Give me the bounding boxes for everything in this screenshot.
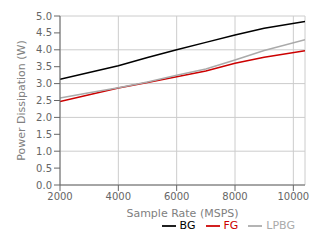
svg-text:4000: 4000 [106, 191, 131, 202]
svg-text:0.0: 0.0 [36, 180, 52, 191]
svg-text:2.5: 2.5 [36, 95, 52, 106]
html-text:BG: BG [179, 219, 196, 232]
html-text:FG: FG [223, 219, 239, 232]
svg-text:0.5: 0.5 [36, 163, 52, 174]
svg-text:5.0: 5.0 [36, 11, 52, 22]
svg-text:1.0: 1.0 [36, 146, 52, 157]
svg-text:3.0: 3.0 [36, 78, 52, 89]
svg-text:1.5: 1.5 [36, 129, 52, 140]
svg-text:8000: 8000 [222, 191, 247, 202]
html-text:LPBG: LPBG [266, 219, 295, 232]
svg-text:4.0: 4.0 [36, 44, 52, 55]
svg-text:2.0: 2.0 [36, 112, 52, 123]
svg-text:Sample Rate (MSPS): Sample Rate (MSPS) [126, 207, 238, 220]
svg-text:2000: 2000 [47, 191, 72, 202]
svg-text:3.5: 3.5 [36, 61, 52, 72]
svg-text:10000: 10000 [277, 191, 309, 202]
svg-text:6000: 6000 [164, 191, 189, 202]
svg-text:4.5: 4.5 [36, 27, 52, 38]
svg-text:Power Dissipation (W): Power Dissipation (W) [15, 40, 28, 161]
